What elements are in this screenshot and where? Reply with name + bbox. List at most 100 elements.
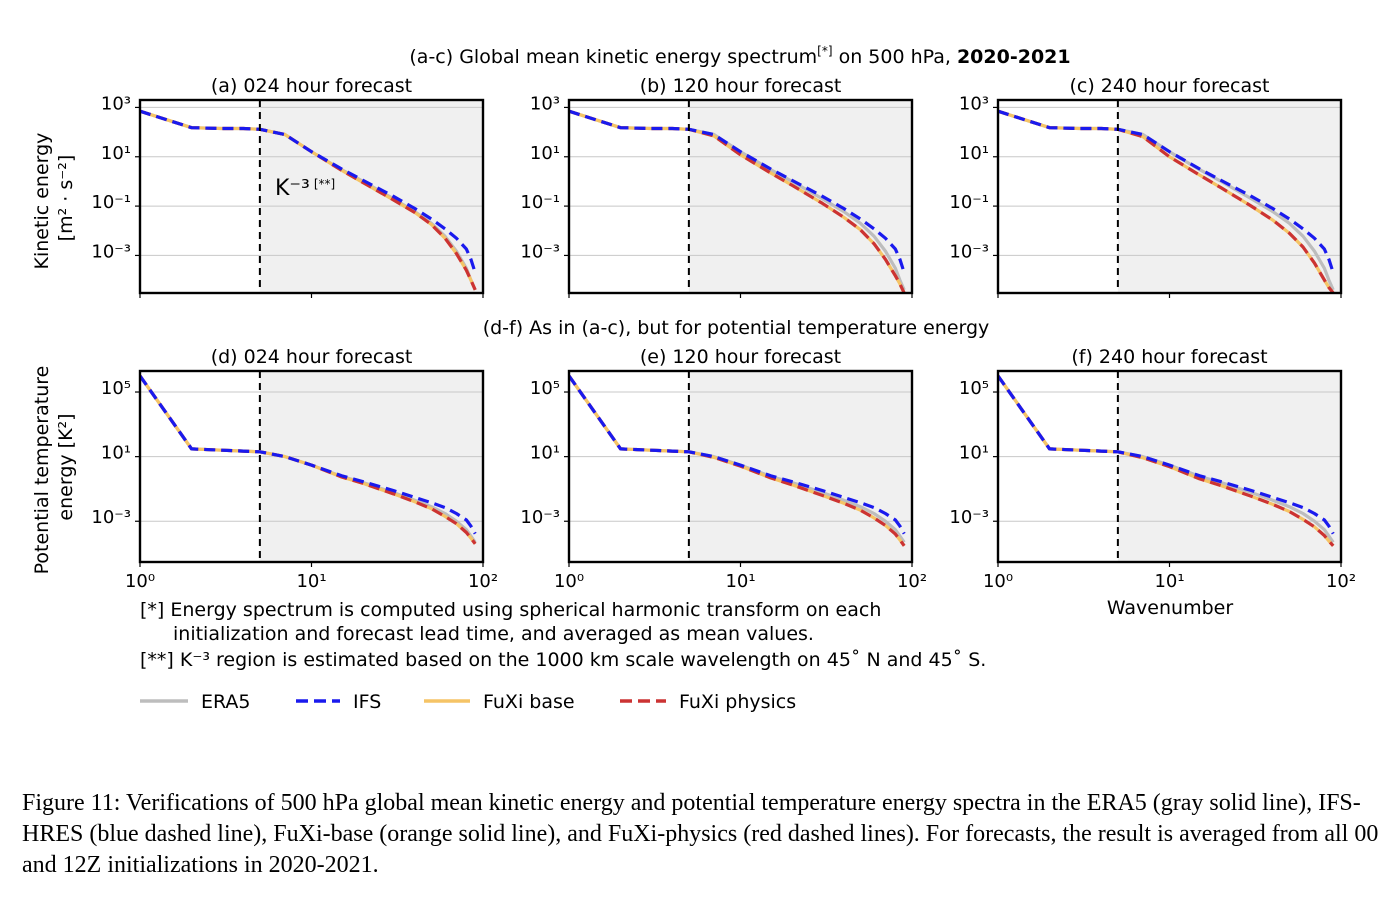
y-tick-label: 10⁻³: [520, 241, 560, 262]
y-axis: 10⁵ 10¹ 10⁻³: [520, 378, 912, 528]
y-axis: 10⁵ 10¹ 10⁻³: [949, 378, 1341, 528]
legend-item-fuxi-physics: FuXi physics: [620, 691, 796, 713]
panel-e: 10⁵ 10¹ 10⁻³ 10⁰ 10¹ 10² (e) 120 hour forecast: [520, 346, 927, 592]
panel-a: 10³ 10¹ 10⁻¹ 10⁻³ (a) 024 hour forecast: [91, 75, 485, 298]
figure-suptitle: (a-c) Global mean kinetic energy spectru…: [409, 44, 1070, 68]
panel-title: (f) 240 hour forecast: [1071, 346, 1267, 368]
shaded-region: [259, 100, 483, 293]
legend-label-era5: ERA5: [201, 691, 251, 713]
y-tick-label: 10¹: [959, 143, 989, 164]
y-tick-label: 10⁻³: [949, 241, 989, 262]
x-axis: 10⁰ 10¹ 10²: [125, 562, 498, 592]
panel-f: 10⁵ 10¹ 10⁻³ 10⁰ 10¹ 10² (f) 240 hour forecast: [949, 346, 1356, 592]
legend-item-ifs: IFS: [296, 691, 381, 713]
series-group: [998, 374, 1335, 547]
legend-label-ifs: IFS: [353, 691, 381, 713]
panel-title: (c) 240 hour forecast: [1069, 75, 1269, 97]
y-tick-label: 10³: [530, 93, 560, 114]
row2-title: (d-f) As in (a-c), but for potential tem…: [483, 317, 990, 339]
y-tick-label: 10⁵: [959, 378, 989, 399]
suptitle-ref: [*]: [817, 44, 832, 58]
series-line-ifs: [998, 374, 1335, 535]
series-line-fuxi-base: [998, 374, 1335, 547]
y-tick-label: 10¹: [530, 143, 560, 164]
x-tick-label: 10²: [897, 571, 927, 592]
series-line-fuxi-physics: [140, 374, 477, 545]
y-axis: 10⁵ 10¹ 10⁻³: [91, 378, 483, 528]
x-tick-label: 10⁰: [983, 571, 1013, 592]
series-line-ifs: [140, 109, 477, 274]
y-axis: 10³ 10¹ 10⁻¹ 10⁻³: [91, 93, 483, 262]
series-line-fuxi-physics: [998, 109, 1335, 293]
panel-title: (d) 024 hour forecast: [211, 346, 413, 368]
figure-canvas: (a-c) Global mean kinetic energy spectru…: [31, 44, 1356, 713]
y-tick-label: 10⁻¹: [949, 192, 989, 213]
series-line-ifs: [140, 374, 477, 535]
y-tick-label: 10³: [101, 93, 131, 114]
x-axis: 10⁰ 10¹ 10²: [983, 562, 1356, 592]
y-tick-label: 10⁻¹: [520, 192, 560, 213]
panel-d: 10⁵ 10¹ 10⁻³ 10⁰ 10¹ 10² (d) 024 hour forecast: [91, 346, 498, 592]
series-line-ifs: [569, 374, 906, 535]
y-tick-label: 10³: [959, 93, 989, 114]
shaded-region: [688, 100, 912, 293]
plot-frame: [567, 98, 914, 295]
panel-c: 10³ 10¹ 10⁻¹ 10⁻³ (c) 240 hour forecast: [949, 75, 1343, 298]
row2-ylabel: Potential temperature energy [K²]: [31, 360, 77, 575]
panel-title: (e) 120 hour forecast: [640, 346, 841, 368]
plot-frame: [138, 98, 485, 295]
y-tick-label: 10⁵: [530, 378, 560, 399]
footnote-1-cont: initialization and forecast lead time, a…: [173, 623, 814, 645]
plot-frame: [996, 98, 1343, 295]
plot-frame: [567, 369, 914, 564]
series-line-ifs: [998, 109, 1335, 274]
plot-frame: [996, 369, 1343, 564]
x-tick-label: 10⁰: [125, 571, 155, 592]
x-axis-label: Wavenumber: [1107, 597, 1233, 619]
footnote-2: [**] K⁻³ region is estimated based on th…: [140, 649, 986, 671]
series-group: [998, 109, 1335, 293]
y-tick-label: 10⁻³: [91, 507, 131, 528]
shaded-region: [259, 371, 483, 562]
y-tick-label: 10¹: [530, 443, 560, 464]
series-group: [140, 109, 477, 291]
shaded-region: [688, 371, 912, 562]
series-line-fuxi-base: [569, 374, 906, 547]
y-tick-label: 10⁻³: [520, 507, 560, 528]
y-tick-label: 10¹: [101, 143, 131, 164]
x-tick-label: 10¹: [1154, 571, 1184, 592]
series-group: [140, 374, 477, 545]
x-tick-label: 10²: [468, 571, 498, 592]
legend: ERA5 IFS FuXi base FuXi physics: [140, 691, 796, 713]
series-line-ifs: [569, 109, 906, 274]
series-line-fuxi-physics: [140, 109, 477, 291]
x-tick-label: 10²: [1326, 571, 1356, 592]
k3-ref: [**]: [314, 177, 335, 191]
y-tick-label: 10¹: [101, 443, 131, 464]
x-tick-label: 10⁰: [554, 571, 584, 592]
y-tick-label: 10⁻³: [91, 241, 131, 262]
series-group: [569, 374, 906, 547]
legend-item-fuxi-base: FuXi base: [424, 691, 575, 713]
x-tick-label: 10¹: [296, 571, 326, 592]
x-tick-label: 10¹: [725, 571, 755, 592]
y-tick-label: 10⁻¹: [91, 192, 131, 213]
y-tick-label: 10¹: [959, 443, 989, 464]
x-axis: 10⁰ 10¹ 10²: [554, 562, 927, 592]
panel-title: (a) 024 hour forecast: [211, 75, 412, 97]
y-tick-label: 10⁻³: [949, 507, 989, 528]
plot-frame: [138, 369, 485, 564]
legend-label-fuxi-physics: FuXi physics: [679, 691, 796, 713]
panel-title: (b) 120 hour forecast: [640, 75, 842, 97]
y-axis: 10³ 10¹ 10⁻¹ 10⁻³: [949, 93, 1341, 262]
y-tick-label: 10⁵: [101, 378, 131, 399]
legend-item-era5: ERA5: [140, 691, 251, 713]
shaded-region: [1117, 100, 1341, 293]
series-line-fuxi-physics: [569, 109, 906, 293]
shaded-region: [1117, 371, 1341, 562]
k3-annotation: K⁻³ [**]: [275, 176, 335, 201]
y-axis: 10³ 10¹ 10⁻¹ 10⁻³: [520, 93, 912, 262]
legend-label-fuxi-base: FuXi base: [483, 691, 575, 713]
footnote-1: [*] Energy spectrum is computed using sp…: [140, 599, 881, 621]
